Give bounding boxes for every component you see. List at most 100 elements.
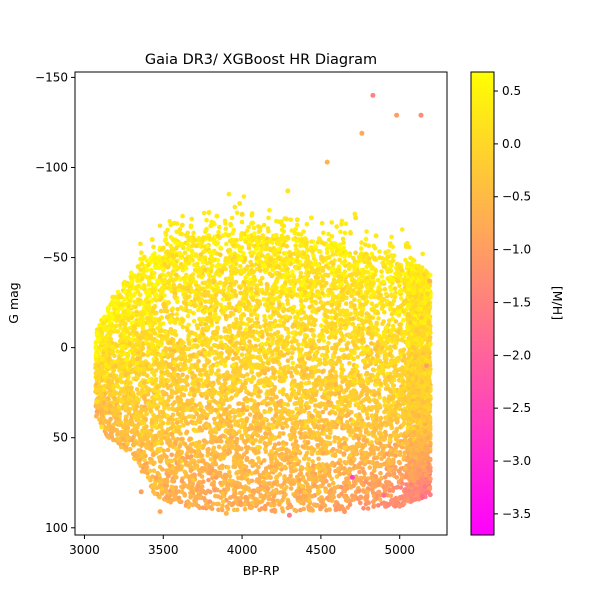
data-point <box>217 438 222 444</box>
data-point <box>300 393 305 399</box>
data-point <box>363 427 369 432</box>
data-point <box>357 469 362 475</box>
data-point <box>186 333 191 339</box>
data-point <box>321 338 327 343</box>
data-point <box>326 390 332 396</box>
data-point <box>247 339 252 344</box>
data-point <box>402 487 408 492</box>
data-point <box>257 349 262 355</box>
data-point <box>151 468 157 474</box>
data-point <box>299 426 304 432</box>
data-point <box>320 409 326 415</box>
data-point <box>169 458 174 464</box>
data-point <box>289 355 294 361</box>
data-point <box>313 377 319 383</box>
data-point <box>222 363 228 369</box>
data-point <box>168 273 173 278</box>
data-point <box>160 467 165 472</box>
data-point <box>337 308 342 313</box>
data-point <box>366 357 372 363</box>
data-point <box>344 295 349 301</box>
data-point <box>309 327 314 333</box>
data-point <box>267 406 273 412</box>
data-point <box>306 284 312 290</box>
data-point <box>225 370 230 375</box>
data-point <box>165 447 171 453</box>
data-point <box>379 274 385 279</box>
data-point <box>229 272 234 277</box>
data-point <box>213 430 219 435</box>
data-point <box>188 330 194 335</box>
data-point <box>171 435 176 441</box>
data-point <box>365 380 371 386</box>
data-point <box>275 330 281 335</box>
data-point <box>213 292 219 298</box>
data-point <box>189 253 194 259</box>
data-point <box>249 392 254 398</box>
chart-title: Gaia DR3/ XGBoost HR Diagram <box>145 52 377 68</box>
data-point <box>383 429 388 435</box>
data-point <box>144 411 149 417</box>
data-point <box>210 501 216 507</box>
data-point <box>170 366 176 372</box>
data-point <box>358 383 364 389</box>
data-point <box>164 314 170 320</box>
data-point <box>181 423 186 428</box>
data-point <box>223 313 229 319</box>
scatter-points <box>93 92 433 518</box>
data-point <box>153 368 159 373</box>
data-point <box>252 417 257 423</box>
data-point <box>253 343 258 349</box>
data-point <box>196 388 201 394</box>
data-point <box>134 387 140 392</box>
data-point <box>301 456 307 462</box>
data-point <box>382 286 388 292</box>
data-point <box>143 407 149 412</box>
data-point <box>253 432 259 437</box>
data-point <box>321 431 327 437</box>
data-point <box>373 294 379 300</box>
data-point <box>174 312 180 317</box>
data-point <box>355 354 361 360</box>
data-point <box>290 360 296 366</box>
data-point <box>218 280 223 286</box>
data-point <box>207 273 213 279</box>
data-point <box>379 269 384 274</box>
data-point <box>175 307 180 312</box>
data-point <box>385 259 391 264</box>
data-point <box>264 395 270 401</box>
data-point <box>366 422 372 427</box>
data-point <box>211 274 216 280</box>
data-point <box>165 413 170 419</box>
data-point <box>205 453 210 458</box>
data-point <box>290 414 296 420</box>
data-point <box>280 440 286 445</box>
data-point <box>377 395 382 400</box>
data-point <box>293 420 299 426</box>
data-point <box>388 448 394 453</box>
data-point <box>365 415 371 421</box>
data-point <box>393 453 398 458</box>
data-point <box>311 253 316 258</box>
data-point <box>340 308 346 313</box>
data-point <box>280 497 285 503</box>
data-point <box>139 404 144 410</box>
data-point <box>332 435 338 440</box>
data-point <box>352 297 357 302</box>
data-point <box>262 318 268 323</box>
data-point <box>317 357 323 363</box>
data-point <box>212 416 217 422</box>
data-point <box>225 465 231 470</box>
data-point <box>253 235 258 241</box>
data-point <box>224 241 229 247</box>
data-point <box>365 269 371 275</box>
data-point <box>257 324 263 330</box>
data-point <box>185 449 191 455</box>
data-point <box>393 417 398 422</box>
data-point <box>226 323 232 329</box>
data-point <box>238 263 243 269</box>
data-point <box>298 270 304 276</box>
data-point <box>150 474 155 480</box>
data-point <box>332 439 337 444</box>
data-point <box>378 415 384 421</box>
